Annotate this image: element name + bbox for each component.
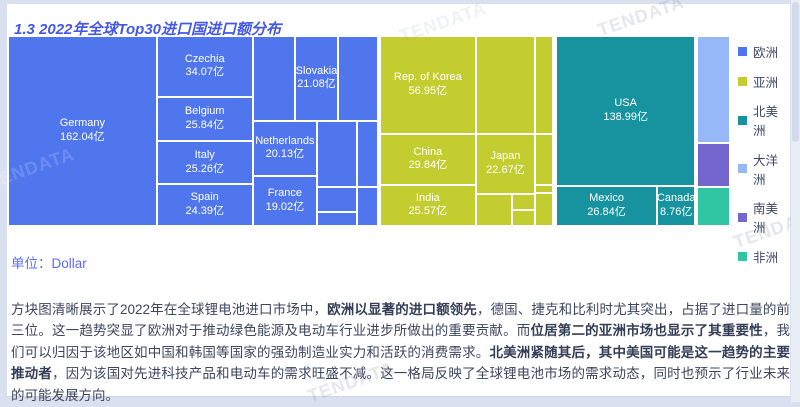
- cell-value-label: 19.02亿: [265, 201, 305, 213]
- treemap-cell-japan[interactable]: Japan 22.67亿: [475, 134, 536, 195]
- treemap-cell-spain[interactable]: Spain 24.39亿: [156, 184, 253, 226]
- treemap-cell-unlabeled[interactable]: [696, 36, 730, 144]
- cell-value-label: 25.57亿: [408, 205, 448, 218]
- treemap-cell-unlabeled[interactable]: [475, 194, 512, 226]
- legend-swatch-south-america: [738, 212, 747, 222]
- analysis-segment: ，我们可以归因于该地区如中国和韩国等国家的强劲制造业实力和活跃的消费需求。: [11, 323, 791, 360]
- unit-label: 单位：: [11, 256, 52, 271]
- treemap-cell-unlabeled[interactable]: [696, 143, 730, 188]
- cell-country-label: Slovakia: [295, 64, 338, 77]
- cell-country-label: Germany: [59, 117, 105, 130]
- treemap-cell-unlabeled[interactable]: [356, 187, 378, 226]
- legend-label: 南美洲: [753, 202, 779, 235]
- legend-item-oceania[interactable]: 大洋洲: [738, 150, 790, 188]
- analysis-segment: 方块图清晰展示了2022年在全球锂电池进口市场中，: [11, 301, 328, 317]
- legend-label: 亚洲: [753, 75, 779, 90]
- unit-value: Dollar: [51, 256, 87, 271]
- legend-swatch-north-america: [738, 115, 747, 125]
- cell-value-label: 21.08亿: [297, 78, 336, 91]
- report-page: 1.3 2022年全球Top30进口国进口额分布 Germany 162.04亿 C…: [7, 4, 790, 403]
- cell-value-label: 20.13亿: [265, 148, 305, 161]
- treemap-cell-unlabeled[interactable]: [535, 36, 554, 135]
- cell-country-label: Italy: [194, 148, 215, 161]
- treemap-cell-unlabeled[interactable]: [337, 36, 378, 121]
- treemap-cell-france[interactable]: France 19.02亿: [252, 176, 317, 226]
- analysis-segment: ，因为该国对先进科技产品和电动车的需求旺盛不减。这一格局反映了全球锂电池市场的需…: [11, 366, 791, 403]
- treemap-cell-rep-of-korea[interactable]: Rep. of Korea 56.95亿: [379, 36, 476, 135]
- unit-line: 单位：Dollar: [11, 252, 87, 272]
- legend-item-africa[interactable]: 非洲: [738, 247, 790, 266]
- cell-value-label: 25.26亿: [185, 162, 224, 175]
- treemap-cell-czechia[interactable]: Czechia 34.07亿: [156, 36, 253, 97]
- treemap-cell-mexico[interactable]: Mexico 26.84亿: [555, 185, 658, 226]
- legend-swatch-asia: [738, 76, 747, 86]
- legend-item-south-america[interactable]: 南美洲: [738, 198, 790, 236]
- treemap-cell-unlabeled[interactable]: [535, 192, 554, 226]
- cell-value-label: 24.39亿: [185, 204, 224, 217]
- treemap-cell-india[interactable]: India 25.57亿: [379, 184, 476, 226]
- cell-country-label: China: [413, 145, 443, 158]
- legend-swatch-europe: [738, 47, 747, 56]
- treemap-cell-belgium[interactable]: Belgium 25.84亿: [156, 96, 253, 142]
- legend-item-north-america[interactable]: 北美洲: [738, 101, 790, 139]
- cell-country-label: India: [415, 191, 440, 204]
- cell-country-label: Belgium: [184, 105, 225, 118]
- legend-item-europe[interactable]: 欧洲: [738, 42, 790, 61]
- scrollbar-thumb[interactable]: [792, 2, 799, 142]
- treemap-cell-netherlands[interactable]: Netherlands 20.13亿: [252, 120, 317, 177]
- cell-country-label: USA: [614, 97, 637, 110]
- treemap-cell-canada[interactable]: Canada 8.76亿: [657, 185, 696, 226]
- cell-country-label: Spain: [190, 191, 219, 204]
- analysis-paragraph: 方块图清晰展示了2022年在全球锂电池进口市场中，欧洲以显著的进口额领先，德国、…: [11, 299, 790, 407]
- treemap-cell-unlabeled[interactable]: [535, 134, 554, 185]
- cell-value-label: 8.76亿: [659, 205, 693, 218]
- analysis-bold-segment: 欧洲以显著的进口额领先: [327, 301, 477, 317]
- legend: 欧洲亚洲北美洲大洋洲南美洲非洲: [738, 42, 790, 276]
- cell-value-label: 162.04亿: [60, 131, 105, 143]
- cell-country-label: Rep. of Korea: [393, 71, 462, 84]
- cell-value-label: 25.84亿: [185, 119, 224, 132]
- cell-country-label: Japan: [490, 150, 521, 163]
- treemap-cell-slovakia[interactable]: Slovakia 21.08亿: [294, 36, 338, 121]
- treemap-cell-unlabeled[interactable]: [252, 36, 295, 121]
- treemap-cell-unlabeled[interactable]: [535, 184, 554, 193]
- treemap-cell-unlabeled[interactable]: [511, 210, 536, 226]
- cell-value-label: 34.07亿: [185, 66, 224, 79]
- treemap-cell-italy[interactable]: Italy 25.26亿: [156, 141, 253, 184]
- cell-value-label: 22.67亿: [486, 164, 525, 177]
- legend-label: 大洋洲: [753, 153, 779, 187]
- analysis-bold-segment: 北美洲紧随其后，其中美国可能是这一趋势的主要推动者: [11, 344, 790, 382]
- legend-label: 北美洲: [753, 105, 779, 138]
- treemap-cell-unlabeled[interactable]: [356, 120, 378, 188]
- analysis-segment: ，德国、捷克和比利时尤其突出，占据了进口量的前三位。这一趋势突显了欧洲对于推动绿…: [11, 301, 791, 339]
- treemap-cell-unlabeled[interactable]: [511, 194, 536, 211]
- cell-country-label: France: [267, 187, 302, 200]
- cell-value-label: 56.95亿: [408, 85, 448, 98]
- treemap-cell-germany[interactable]: Germany 162.04亿: [8, 36, 157, 226]
- cell-value-label: 26.84亿: [587, 205, 626, 218]
- treemap-cell-unlabeled[interactable]: [475, 36, 536, 135]
- cell-country-label: Mexico: [589, 192, 624, 205]
- scrollbar[interactable]: [791, 0, 800, 402]
- legend-label: 非洲: [753, 250, 779, 265]
- legend-item-asia[interactable]: 亚洲: [738, 72, 790, 91]
- treemap-cell-unlabeled[interactable]: [317, 187, 357, 212]
- treemap-cell-china[interactable]: China 29.84亿: [379, 134, 476, 185]
- cell-country-label: Canada: [657, 192, 696, 205]
- treemap-cell-usa[interactable]: USA 138.99亿: [555, 36, 696, 186]
- treemap: Germany 162.04亿 Czechia 34.07亿 Belgium 25.84亿…: [8, 36, 730, 226]
- analysis-bold-segment: 位居第二的亚洲市场也显示了其重要性: [530, 323, 763, 339]
- page-title: 1.3 2022年全球Top30进口国进口额分布: [14, 21, 282, 39]
- legend-label: 欧洲: [753, 46, 779, 60]
- treemap-cell-unlabeled[interactable]: [317, 120, 357, 188]
- treemap-cell-unlabeled[interactable]: [317, 211, 357, 226]
- cell-country-label: Netherlands: [255, 134, 315, 147]
- legend-swatch-oceania: [738, 164, 747, 173]
- legend-swatch-africa: [738, 251, 747, 261]
- cell-country-label: Czechia: [184, 52, 225, 65]
- cell-value-label: 138.99亿: [603, 110, 648, 123]
- cell-value-label: 29.84亿: [408, 159, 448, 172]
- treemap-cell-unlabeled[interactable]: [696, 187, 730, 226]
